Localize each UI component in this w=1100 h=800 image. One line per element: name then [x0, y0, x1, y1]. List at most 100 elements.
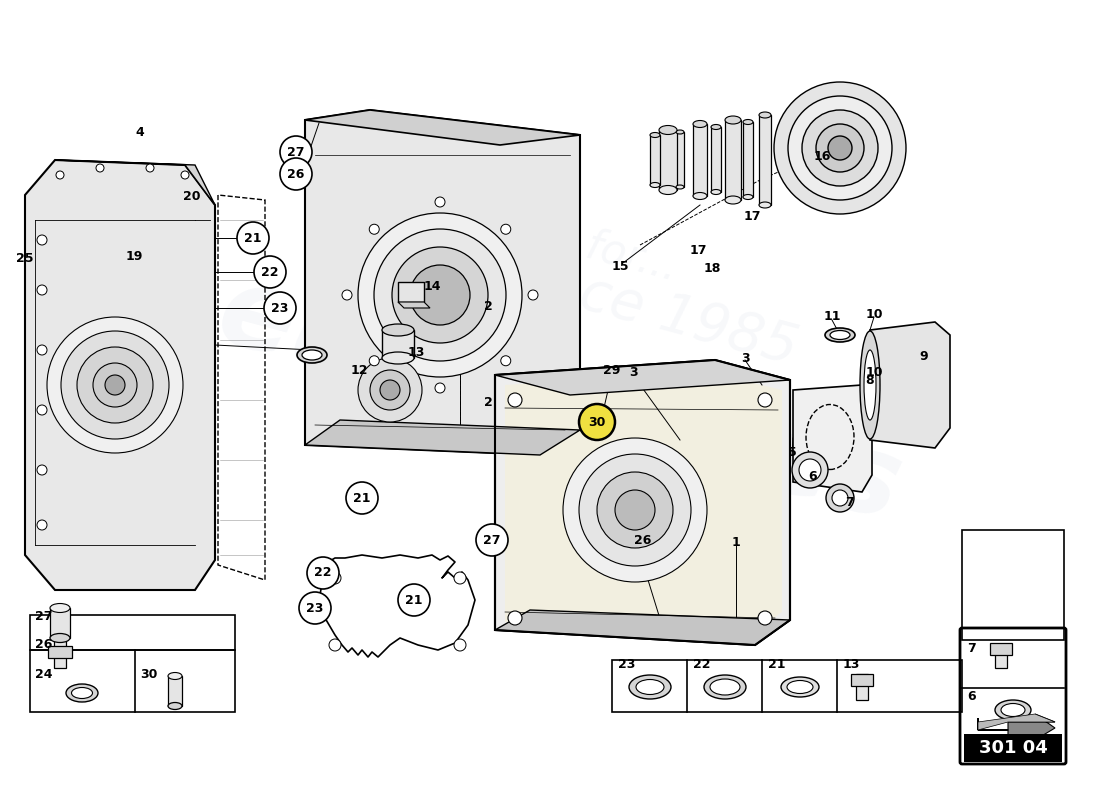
- Circle shape: [508, 611, 522, 625]
- Circle shape: [370, 370, 410, 410]
- Circle shape: [758, 611, 772, 625]
- Polygon shape: [495, 610, 790, 645]
- Ellipse shape: [676, 185, 684, 189]
- Ellipse shape: [1001, 703, 1025, 717]
- Text: 301 04: 301 04: [979, 739, 1047, 757]
- Text: 20: 20: [184, 190, 200, 202]
- Polygon shape: [870, 322, 950, 448]
- Circle shape: [370, 356, 379, 366]
- Ellipse shape: [659, 126, 676, 134]
- Circle shape: [346, 482, 378, 514]
- Text: 18: 18: [703, 262, 720, 274]
- Text: 14: 14: [424, 279, 441, 293]
- Text: 23: 23: [306, 602, 323, 614]
- Circle shape: [500, 356, 510, 366]
- Circle shape: [280, 158, 312, 190]
- Circle shape: [508, 393, 522, 407]
- Ellipse shape: [168, 702, 182, 710]
- Text: a passion for...: a passion for...: [378, 170, 682, 290]
- Text: 23: 23: [272, 302, 288, 314]
- Ellipse shape: [781, 677, 820, 697]
- Circle shape: [264, 292, 296, 324]
- Circle shape: [597, 472, 673, 548]
- Polygon shape: [398, 302, 430, 308]
- Bar: [962, 530, 1064, 640]
- Text: 7: 7: [967, 642, 976, 655]
- Circle shape: [774, 82, 906, 214]
- Text: 24: 24: [35, 668, 53, 681]
- Text: 17: 17: [690, 243, 706, 257]
- Ellipse shape: [50, 634, 70, 642]
- Ellipse shape: [302, 350, 322, 360]
- Ellipse shape: [786, 681, 813, 694]
- Ellipse shape: [759, 202, 771, 208]
- Circle shape: [37, 405, 47, 415]
- Text: 27: 27: [483, 534, 500, 546]
- Bar: [964, 734, 1062, 762]
- Polygon shape: [55, 160, 215, 205]
- Ellipse shape: [742, 119, 754, 125]
- Bar: [725, 120, 741, 200]
- Text: 21: 21: [405, 594, 422, 606]
- Ellipse shape: [66, 684, 98, 702]
- Polygon shape: [495, 360, 790, 645]
- Ellipse shape: [693, 121, 707, 127]
- Bar: [50, 608, 70, 638]
- Text: 25: 25: [16, 251, 34, 265]
- Circle shape: [799, 459, 821, 481]
- Text: 12: 12: [350, 363, 367, 377]
- Circle shape: [410, 265, 470, 325]
- Circle shape: [146, 164, 154, 172]
- Text: 10: 10: [866, 307, 882, 321]
- Circle shape: [579, 454, 691, 566]
- Circle shape: [94, 363, 138, 407]
- Ellipse shape: [659, 186, 676, 194]
- Circle shape: [254, 256, 286, 288]
- Circle shape: [563, 438, 707, 582]
- Circle shape: [37, 520, 47, 530]
- Circle shape: [476, 524, 508, 556]
- Circle shape: [37, 465, 47, 475]
- Circle shape: [615, 490, 654, 530]
- Text: 21: 21: [244, 231, 262, 245]
- Bar: [996, 644, 1006, 668]
- Text: 26: 26: [635, 534, 651, 546]
- Circle shape: [816, 124, 864, 172]
- Text: 6: 6: [967, 690, 976, 703]
- Ellipse shape: [629, 675, 671, 699]
- Circle shape: [104, 375, 125, 395]
- Ellipse shape: [704, 675, 746, 699]
- Ellipse shape: [830, 330, 850, 339]
- Circle shape: [56, 171, 64, 179]
- Circle shape: [307, 557, 339, 589]
- Text: 22: 22: [315, 566, 332, 579]
- Circle shape: [358, 358, 422, 422]
- Bar: [676, 132, 684, 187]
- Bar: [856, 674, 868, 700]
- Bar: [398, 282, 424, 302]
- Polygon shape: [793, 385, 872, 492]
- Bar: [48, 646, 72, 658]
- Circle shape: [788, 96, 892, 200]
- Ellipse shape: [759, 112, 771, 118]
- Circle shape: [329, 639, 341, 651]
- Circle shape: [758, 393, 772, 407]
- Circle shape: [342, 290, 352, 300]
- Bar: [30, 650, 235, 712]
- Text: 4: 4: [135, 126, 144, 138]
- Bar: [659, 130, 676, 190]
- Ellipse shape: [297, 347, 327, 363]
- Circle shape: [454, 572, 466, 584]
- Circle shape: [60, 331, 169, 439]
- Text: 13: 13: [407, 346, 425, 359]
- Circle shape: [392, 247, 488, 343]
- Text: 21: 21: [353, 491, 371, 505]
- Polygon shape: [305, 110, 580, 145]
- Ellipse shape: [676, 130, 684, 134]
- Ellipse shape: [650, 133, 660, 138]
- Bar: [168, 676, 182, 706]
- Ellipse shape: [996, 700, 1031, 720]
- Circle shape: [77, 347, 153, 423]
- Circle shape: [454, 639, 466, 651]
- Polygon shape: [305, 110, 580, 455]
